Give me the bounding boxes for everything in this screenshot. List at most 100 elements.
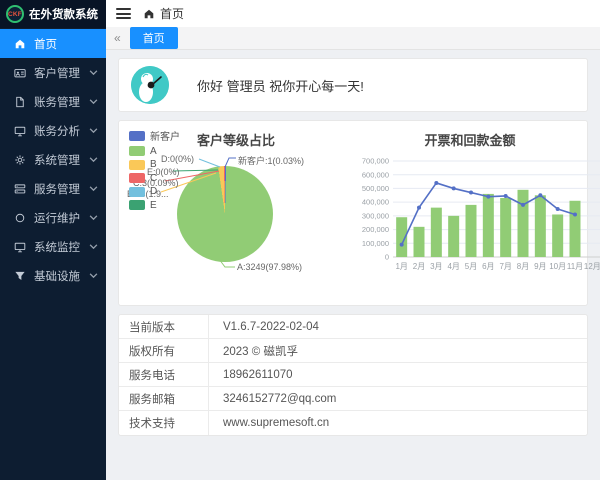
- chevron-down-icon: [89, 242, 98, 251]
- legend-swatch: [129, 173, 145, 183]
- info-row-value: 3246152772@qq.com: [223, 392, 337, 405]
- legend-label: 新客户: [150, 132, 180, 143]
- svg-text:9月: 9月: [534, 262, 546, 271]
- svg-text:1月: 1月: [395, 262, 407, 271]
- svg-text:600,000: 600,000: [362, 170, 389, 179]
- info-table: 当前版本 V1.6.7-2022-02-04 版权所有 2023 © 磁凯孚 服务电话 1…: [118, 314, 588, 436]
- sidebar-item-label: 基础设施: [34, 270, 80, 283]
- avatar: [131, 66, 169, 104]
- legend-label: B: [150, 159, 157, 170]
- info-row: 服务邮箱 3246152772@qq.com: [119, 387, 587, 411]
- sidebar-item-label: 运行维护: [34, 212, 80, 225]
- svg-text:700,000: 700,000: [362, 157, 389, 166]
- monitor-icon: [13, 124, 26, 137]
- legend-item-B[interactable]: B: [129, 159, 180, 170]
- home-icon: [144, 9, 154, 18]
- collapse-tabs-icon[interactable]: «: [114, 31, 121, 45]
- legend-item-新客户[interactable]: 新客户: [129, 128, 180, 143]
- chevron-down-icon: [89, 213, 98, 222]
- svg-text:400,000: 400,000: [362, 198, 389, 207]
- legend-item-C[interactable]: C: [129, 173, 180, 184]
- hamburger-menu-icon[interactable]: [116, 8, 131, 19]
- info-row-value: 2023 © 磁凯孚: [223, 345, 298, 358]
- svg-text:200,000: 200,000: [362, 225, 389, 234]
- logo-row: CKF 在外货款系统: [0, 0, 106, 28]
- info-row: 版权所有 2023 © 磁凯孚: [119, 339, 587, 363]
- legend-label: E: [150, 199, 157, 211]
- sidebar-item-label: 首页: [34, 38, 57, 51]
- greeting-text: 你好 管理员 祝你开心每一天!: [197, 78, 364, 94]
- sidebar: CKF 在外货款系统 首页客户管理账务管理 账务分析系统管理服务管理运行维护系统监…: [0, 0, 106, 480]
- legend-item-E[interactable]: E: [129, 200, 180, 211]
- pie-chart-title: 客户等级占比: [196, 133, 275, 148]
- pie-legend: 新客户 A B C D E: [129, 128, 180, 211]
- chevron-down-icon: [89, 97, 98, 106]
- info-row-label: 服务邮箱: [119, 387, 209, 410]
- pie-chart[interactable]: [177, 166, 273, 262]
- sidebar-item-5[interactable]: 系统管理: [0, 145, 106, 174]
- svg-text:500,000: 500,000: [362, 184, 389, 193]
- chevron-down-icon: [89, 126, 98, 135]
- svg-text:3月: 3月: [430, 262, 442, 271]
- sidebar-item-label: 服务管理: [34, 183, 80, 196]
- svg-text:12月: 12月: [584, 262, 600, 271]
- bar-line-chart[interactable]: 0 100,000 200,000 300,000 400,000 500,000 600,…: [355, 145, 600, 297]
- chevron-down-icon: [89, 68, 98, 77]
- svg-text:10月: 10月: [549, 262, 566, 271]
- sidebar-item-7[interactable]: 运行维护: [0, 203, 106, 232]
- pie-callout-label: E:0(0%): [147, 167, 180, 177]
- chevron-down-icon: [89, 271, 98, 280]
- pie-chart-panel: 客户等级占比 新客户 A B C D E D:0(0%) 新客户:1(0.03%) E:0(0…: [119, 121, 353, 305]
- breadcrumb-home-label: 首页: [160, 7, 185, 21]
- legend-label: C: [150, 172, 158, 184]
- legend-item-A[interactable]: A: [129, 146, 180, 157]
- info-row-label: 当前版本: [119, 315, 209, 338]
- pie-callout-label: A:3249(97.98%): [237, 262, 303, 272]
- app-title: 在外货款系统: [29, 9, 98, 21]
- legend-item-D[interactable]: D: [129, 186, 180, 197]
- chevron-down-icon: [89, 155, 98, 164]
- pie-callout-label: D:0(0%): [161, 154, 195, 164]
- bar-chart-title: 开票和回款金额: [424, 133, 516, 148]
- chevron-down-icon: [89, 184, 98, 193]
- app-logo-icon: CKF: [6, 5, 24, 23]
- legend-swatch: [129, 186, 145, 197]
- info-row: 当前版本 V1.6.7-2022-02-04: [119, 315, 587, 339]
- svg-text:7月: 7月: [499, 262, 511, 271]
- legend-swatch: [129, 146, 145, 156]
- sidebar-item-8[interactable]: 系统监控: [0, 232, 106, 261]
- sidebar-item-label: 系统管理: [34, 154, 80, 167]
- id-card-icon: [13, 66, 26, 79]
- info-row: 技术支持 www.supremesoft.cn: [119, 411, 587, 435]
- pie-callout-label: 新客户:1(0.03%): [238, 156, 305, 166]
- sidebar-item-1[interactable]: 首页: [0, 29, 106, 58]
- svg-text:0: 0: [385, 253, 389, 262]
- pie-callout-label: C:3(0.09%): [133, 178, 179, 188]
- home-icon: [13, 37, 26, 50]
- sidebar-item-label: 客户管理: [34, 67, 80, 80]
- sidebar-item-label: 系统监控: [34, 241, 80, 254]
- tab-home[interactable]: 首页: [129, 27, 178, 49]
- filter-icon: [13, 269, 26, 282]
- info-row-value: 18962611070: [223, 368, 293, 381]
- ring-icon: [13, 211, 26, 224]
- svg-text:4月: 4月: [447, 262, 459, 271]
- main-content: 你好 管理员 祝你开心每一天! 客户等级占比 新客户 A B C D E D:0(0%) 新…: [106, 50, 600, 480]
- tab-bar: « 首页: [106, 27, 600, 50]
- svg-text:6月: 6月: [482, 262, 494, 271]
- top-header: 首页: [106, 0, 600, 27]
- svg-text:8月: 8月: [517, 262, 529, 271]
- sidebar-item-6[interactable]: 服务管理: [0, 174, 106, 203]
- breadcrumb[interactable]: 首页: [143, 5, 184, 22]
- pie-callout-label: B:63(1.9...: [127, 189, 169, 199]
- info-row-label: 技术支持: [119, 411, 209, 435]
- sidebar-item-9[interactable]: 基础设施: [0, 261, 106, 290]
- sidebar-item-4[interactable]: 账务分析: [0, 116, 106, 145]
- svg-text:5月: 5月: [465, 262, 477, 271]
- svg-text:300,000: 300,000: [362, 211, 389, 220]
- sidebar-menu: 首页客户管理账务管理 账务分析系统管理服务管理运行维护系统监控基础设施: [0, 28, 106, 290]
- sidebar-item-2[interactable]: 客户管理: [0, 58, 106, 87]
- sidebar-item-3[interactable]: 账务管理: [0, 87, 106, 116]
- info-row: 服务电话 18962611070: [119, 363, 587, 387]
